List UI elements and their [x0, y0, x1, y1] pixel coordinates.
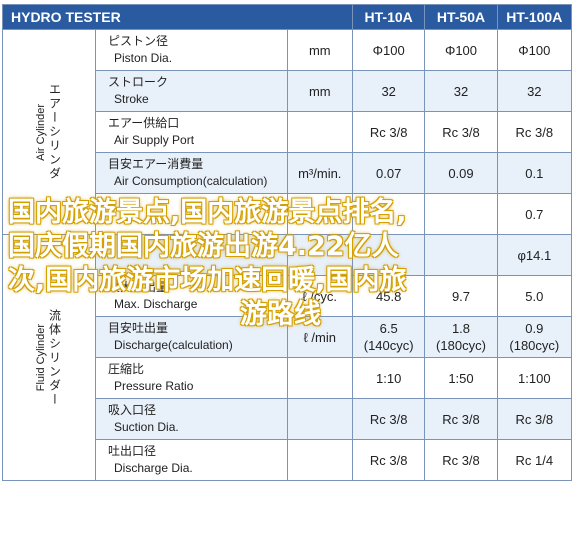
spec-value: [352, 193, 426, 235]
group-label-en: Fluid Cylinder: [34, 323, 47, 392]
spec-unit: [286, 439, 354, 481]
spec-value: 32: [424, 70, 498, 112]
spec-unit: [286, 357, 354, 399]
air-cylinder-group-label: Air Cylinder エアーシリンダ: [2, 29, 96, 235]
spec-unit: [286, 398, 354, 440]
model-ht-50a: HT-50A: [424, 4, 498, 30]
model-ht-10a: HT-10A: [352, 4, 426, 30]
spec-value: φ14.1: [496, 234, 572, 276]
table-row: 圧縮比 Pressure Ratio 1:10 1:50 1:100: [3, 357, 572, 399]
spec-name-cell: ストローク Stroke: [95, 70, 288, 112]
spec-value: 1:50: [424, 357, 498, 399]
spec-value: [352, 234, 426, 276]
spec-name-jp: エアー供給口: [108, 116, 180, 130]
spec-value: Rc 3/8: [424, 439, 498, 481]
table-row: 吸入口径 Suction Dia. Rc 3/8 Rc 3/8 Rc 3/8: [3, 398, 572, 440]
spec-value: Rc 3/8: [424, 111, 498, 153]
spec-value: Rc 3/8: [496, 398, 572, 440]
spec-value: 5.0: [496, 275, 572, 317]
spec-name-jp: 目安エアー消費量: [108, 157, 204, 171]
spec-name-jp: 吐出口径: [108, 444, 157, 458]
spec-name-cell: 圧縮比 Pressure Ratio: [95, 357, 288, 399]
spec-value: 0.1: [496, 152, 572, 194]
table-row: 吐出口径 Discharge Dia. Rc 3/8 Rc 3/8 Rc 1/4: [3, 439, 572, 481]
table-row: Fluid Cylinder 流体シリンダー φ14.1: [2, 234, 572, 481]
spec-unit: ℓ /cyc.: [286, 275, 354, 317]
table-row: 目安吐出量 Discharge(calculation) ℓ /min 6.5 (14…: [3, 316, 572, 358]
spec-name-jp: 最大吐出量: [108, 280, 169, 294]
spec-name-jp: 圧縮比: [108, 362, 145, 376]
spec-value: 32: [352, 70, 426, 112]
group-label-jp: 流体シリンダー: [47, 308, 62, 407]
table-row: 0.7: [3, 193, 572, 235]
fluid-cylinder-group-label: Fluid Cylinder 流体シリンダー: [2, 234, 96, 481]
spec-unit: mm: [286, 29, 354, 71]
spec-name-en: Piston Dia.: [114, 51, 173, 65]
spec-name-jp: ストローク: [108, 75, 169, 89]
spec-value: 9.7: [424, 275, 498, 317]
spec-name-cell: [95, 234, 288, 276]
spec-unit: m³/min.: [286, 152, 354, 194]
spec-unit: ℓ /min: [286, 316, 354, 358]
spec-name-en: Discharge Dia.: [114, 461, 193, 475]
spec-unit: mm: [286, 70, 354, 112]
spec-value: Rc 3/8: [352, 398, 426, 440]
header-row: HYDRO TESTER HT-10A HT-50A HT-100A: [1, 4, 572, 30]
group-label-jp: エアーシリンダ: [47, 83, 62, 181]
spec-value: 6.5 (140cyc): [352, 316, 426, 358]
spec-value: 1:10: [352, 357, 426, 399]
table-row: 最大吐出量 Max. Discharge ℓ /cyc. 45.8 9.7 5.0: [3, 275, 572, 317]
spec-value: 1.8 (180cyc): [424, 316, 498, 358]
spec-name-jp: ピストン径: [108, 34, 169, 48]
spec-name-en: Pressure Ratio: [114, 379, 194, 393]
spec-value: Φ100: [352, 29, 426, 71]
spec-name-cell: ピストン径 Piston Dia.: [95, 29, 288, 71]
spec-value: 0.7: [496, 193, 572, 235]
spec-value: 0.09: [424, 152, 498, 194]
spec-unit: [286, 234, 354, 276]
spec-name-jp: 吸入口径: [108, 403, 157, 417]
spec-value: Rc 1/4: [496, 439, 572, 481]
spec-value: Φ100: [424, 29, 498, 71]
spec-value: 0.9 (180cyc): [496, 316, 572, 358]
spec-value: Rc 3/8: [352, 111, 426, 153]
spec-name-en: Max. Discharge: [114, 297, 198, 311]
spec-name-cell: エアー供給口 Air Supply Port: [95, 111, 288, 153]
table-title: HYDRO TESTER: [1, 4, 354, 30]
spec-name-en: Discharge(calculation): [114, 338, 233, 352]
spec-name-cell: 吸入口径 Suction Dia.: [95, 398, 288, 440]
spec-value: [424, 193, 498, 235]
spec-name-cell: 最大吐出量 Max. Discharge: [95, 275, 288, 317]
spec-value: Rc 3/8: [352, 439, 426, 481]
spec-unit: [286, 111, 354, 153]
table-row: Air Cylinder エアーシリンダ ピストン径 Piston Dia. mm Φ10…: [2, 29, 572, 235]
spec-value: 0.07: [352, 152, 426, 194]
spec-value: Rc 3/8: [424, 398, 498, 440]
spec-value: 45.8: [352, 275, 426, 317]
spec-name-en: Suction Dia.: [114, 420, 179, 434]
group-label-en: Air Cylinder: [34, 103, 47, 161]
spec-name-cell: [95, 193, 288, 235]
table-row: 目安エアー消費量 Air Consumption(calculation) m³/m…: [3, 152, 572, 194]
spec-value: 32: [496, 70, 572, 112]
spec-value: 1:100: [496, 357, 572, 399]
model-ht-100a: HT-100A: [496, 4, 572, 30]
spec-name-en: Air Consumption(calculation): [114, 174, 268, 188]
spec-table: HYDRO TESTER HT-10A HT-50A HT-100A Air C…: [1, 4, 572, 481]
spec-name-cell: 目安吐出量 Discharge(calculation): [95, 316, 288, 358]
spec-name-cell: 目安エアー消費量 Air Consumption(calculation): [95, 152, 288, 194]
spec-name-en: Stroke: [114, 92, 149, 106]
spec-name-en: Air Supply Port: [114, 133, 195, 147]
spec-value: [424, 234, 498, 276]
spec-name-cell: 吐出口径 Discharge Dia.: [95, 439, 288, 481]
spec-name-jp: 目安吐出量: [108, 321, 169, 335]
table-row: ストローク Stroke mm 32 32 32: [3, 70, 572, 112]
spec-value: Φ100: [496, 29, 572, 71]
spec-unit: [286, 193, 354, 235]
spec-value: Rc 3/8: [496, 111, 572, 153]
